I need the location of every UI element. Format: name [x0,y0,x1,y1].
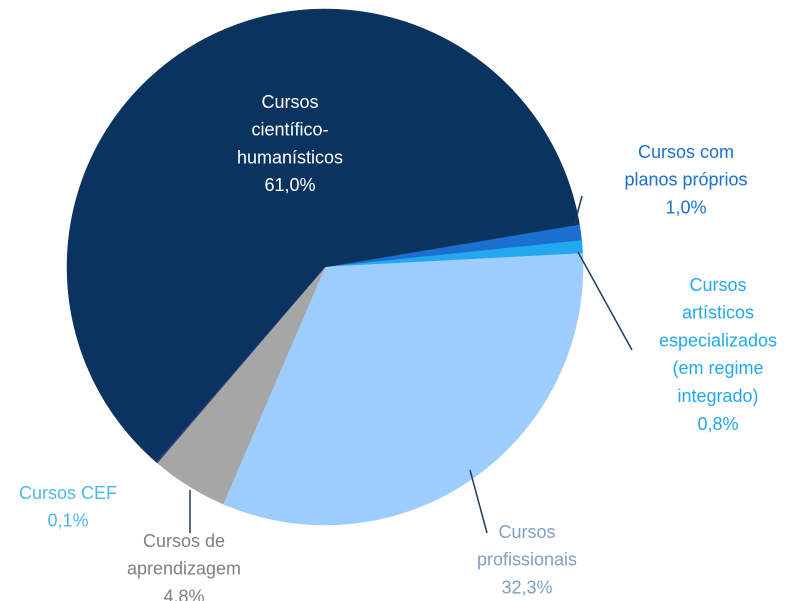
slice-label: Cursos CEF [19,483,117,503]
value-label: 0,1% [47,511,88,531]
slice-label: especializados [659,330,777,350]
leader-line [577,251,633,351]
pie-slice [66,8,580,463]
slice-label: Cursos com [638,142,734,162]
slice-label: profissionais [477,550,577,570]
slice-label: humanísticos [237,147,343,167]
slice-label: artísticos [682,303,754,323]
slice-label: Cursos de [143,531,225,551]
leader-lines [189,195,633,534]
value-label: 1,0% [665,197,706,217]
slice-label: científico- [251,120,328,140]
slice-label: planos próprios [624,170,747,190]
slice-label: Cursos [689,275,746,295]
value-label: 32,3% [501,577,552,597]
slice-label: integrado) [677,386,758,406]
slice-label: Cursos [498,522,555,542]
leader-line [469,469,488,534]
labels: Cursos científico-humanísticos 61,0% Cursos… [19,92,777,601]
value-label: 61,0% [264,175,315,195]
value-label: 0,8% [697,414,738,434]
slice-label: aprendizagem [127,559,241,579]
value-label: 4,8% [163,586,204,601]
slice-label: Cursos [261,92,318,112]
slice-label: (em regime [672,358,763,378]
pie [66,8,584,526]
leader-line [573,195,583,227]
